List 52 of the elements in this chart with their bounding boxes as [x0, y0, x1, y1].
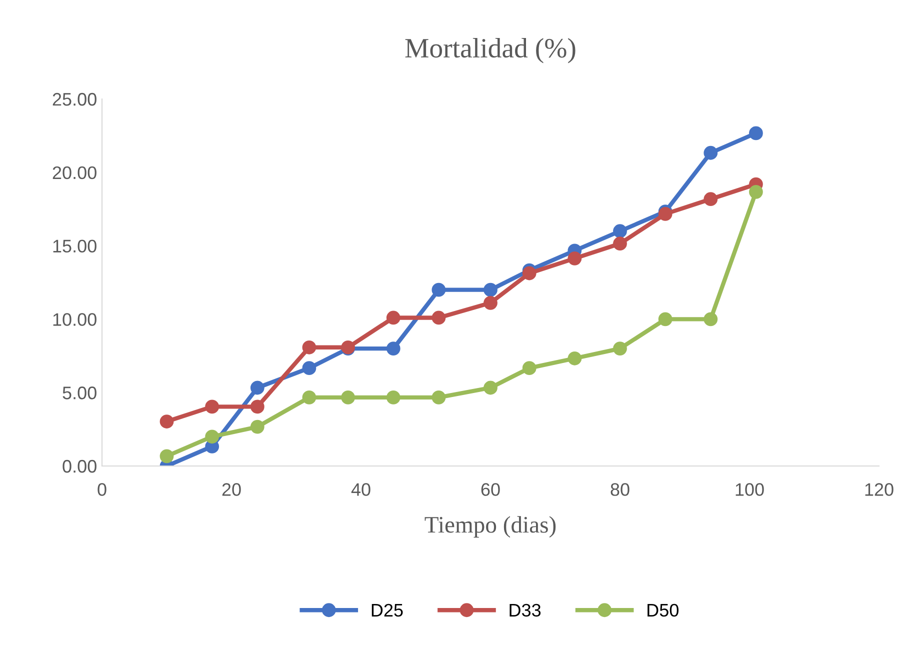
point: [205, 430, 220, 444]
point: [341, 390, 355, 404]
point: [484, 282, 498, 297]
point: [386, 390, 400, 404]
legend-label: D33: [510, 604, 541, 617]
y-tick-label: 15.00: [53, 240, 96, 253]
point: [749, 126, 763, 140]
point: [613, 342, 627, 356]
y-tick-label: 5.00: [62, 386, 96, 400]
x-tick-label: 120: [865, 483, 894, 496]
point: [704, 312, 718, 326]
point: [386, 342, 400, 356]
y-tick-label: 25.00: [52, 92, 96, 106]
point: [484, 296, 498, 310]
x-tick-label: 40: [351, 483, 370, 496]
point: [250, 380, 264, 395]
y-tick-label: 20.00: [52, 166, 96, 180]
point: [432, 282, 446, 297]
point: [704, 146, 718, 160]
point: [160, 449, 174, 464]
point: [484, 380, 498, 395]
point: [613, 224, 627, 238]
point: [749, 184, 763, 199]
point: [250, 420, 264, 434]
y-tick-label: 0.00: [62, 460, 96, 473]
x-axis-title: Tiempo (dias): [424, 516, 556, 538]
point: [302, 390, 316, 404]
point: [386, 310, 400, 325]
point: [568, 251, 582, 266]
x-tick-label: 80: [610, 483, 630, 496]
point: [568, 351, 582, 366]
point: [205, 400, 220, 414]
point: [302, 361, 316, 376]
x-tick-label: 100: [736, 483, 764, 496]
point: [302, 340, 316, 354]
y-tick-label: 10.00: [53, 313, 96, 326]
chart-title: Mortalidad (%): [405, 38, 576, 64]
x-tick-label: 20: [222, 483, 241, 496]
x-tick-label: 60: [481, 483, 500, 496]
point: [704, 192, 718, 206]
point: [522, 361, 536, 376]
point: [658, 312, 672, 326]
point: [432, 310, 446, 325]
point: [613, 236, 627, 251]
x-tick-label: 0: [98, 483, 106, 496]
point: [432, 390, 446, 404]
point: [522, 266, 536, 280]
point: [658, 207, 672, 221]
point: [250, 400, 264, 414]
legend-label: D25: [372, 604, 403, 617]
point: [160, 414, 174, 428]
legend-label: D50: [648, 604, 679, 617]
